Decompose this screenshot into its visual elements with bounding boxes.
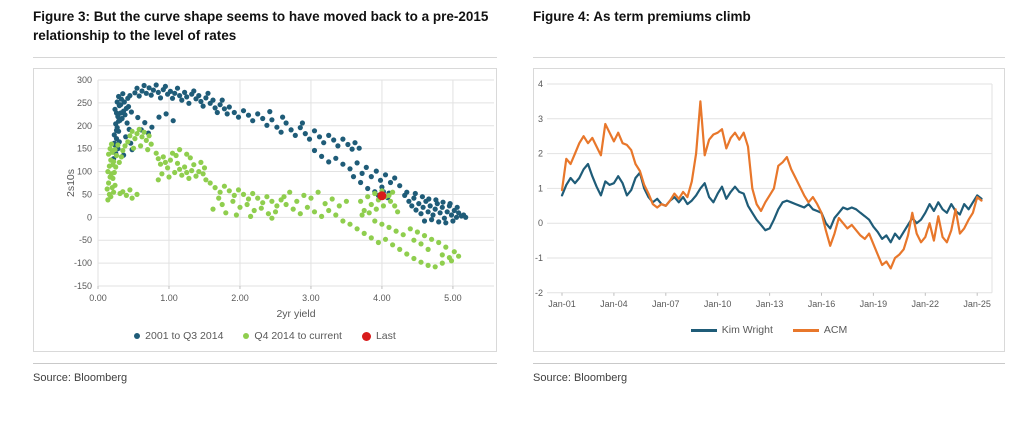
legend-label: Last: [375, 330, 396, 342]
line-series: [560, 100, 983, 270]
figure3-source-rule: [33, 363, 497, 364]
figure4-title: Figure 4: As term premiums climb: [533, 9, 751, 24]
legend-item: Last: [361, 330, 396, 342]
y-tick-label: 0: [87, 212, 92, 222]
figure4-legend: Kim Wright ACM: [534, 324, 1004, 336]
legend-marker: [690, 328, 717, 332]
x-tick-label: Jan-22: [912, 299, 940, 309]
y-axis-title: 2s10s: [65, 169, 77, 197]
y-tick-label: 250: [77, 98, 92, 108]
figure3-title-rule: [33, 57, 497, 58]
y-tick-label: 200: [77, 121, 92, 131]
legend-item: 2001 to Q3 2014: [134, 330, 223, 342]
x-tick-label: Jan-16: [808, 299, 836, 309]
legend-label: Kim Wright: [721, 324, 773, 336]
y-tick-label: 0: [538, 218, 543, 228]
y-tick-label: 4: [538, 79, 543, 89]
x-tick-label: Jan-07: [652, 299, 680, 309]
scatter-series: [110, 82, 469, 226]
figure4-source-rule: [533, 363, 1005, 364]
x-tick-label: 3.00: [302, 293, 320, 303]
y-tick-label: 150: [77, 144, 92, 154]
legend-marker: [134, 333, 141, 339]
y-tick-label: 300: [77, 75, 92, 85]
scatter-series: [104, 126, 462, 270]
y-tick-label: -1: [535, 253, 543, 263]
x-tick-label: Jan-13: [756, 299, 784, 309]
x-tick-label: 1.00: [160, 293, 178, 303]
y-tick-label: 1: [538, 183, 543, 193]
x-tick-label: Jan-10: [704, 299, 732, 309]
figure4-line-chart: 4 3 2 1 0 -1 -2 Jan-01 Jan-04 Jan-07 Jan-10 Jan-13 J…: [535, 79, 993, 309]
figure3-chart-frame: 300 250 200 150 100 50 0 -50 -100 -150 0.00 1.00 2.0…: [33, 68, 497, 352]
legend-item: Q4 2014 to current: [243, 330, 342, 342]
legend-label: Q4 2014 to current: [254, 330, 342, 342]
x-tick-label: Jan-04: [600, 299, 628, 309]
legend-item: ACM: [792, 324, 848, 336]
figure3-legend: 2001 to Q3 2014 Q4 2014 to current Last: [34, 330, 496, 342]
figure4-source: Source: Bloomberg: [533, 372, 628, 384]
y-tick-label: -50: [79, 235, 92, 245]
scatter-series: [377, 191, 387, 201]
figure3-source: Source: Bloomberg: [33, 372, 128, 384]
x-tick-label: Jan-25: [963, 299, 991, 309]
y-tick-label: 3: [538, 114, 543, 124]
x-axis-title: 2yr yield: [276, 308, 315, 320]
y-tick-label: 100: [77, 167, 92, 177]
legend-label: 2001 to Q3 2014: [145, 330, 224, 342]
line-series: [560, 162, 983, 244]
x-tick-label: Jan-01: [548, 299, 576, 309]
figure3-title: Figure 3: But the curve shape seems to h…: [33, 9, 489, 43]
figure3-scatter-chart: 300 250 200 150 100 50 0 -50 -100 -150 0.00 1.00 2.0…: [65, 75, 494, 320]
legend-marker: [243, 333, 250, 339]
x-tick-label: 4.00: [373, 293, 391, 303]
x-tick-label: 2.00: [231, 293, 249, 303]
x-tick-label: 5.00: [444, 293, 462, 303]
x-tick-label: 0.00: [89, 293, 107, 303]
y-tick-label: -100: [74, 258, 92, 268]
y-tick-label: 50: [82, 189, 92, 199]
legend-marker: [792, 328, 819, 332]
legend-marker: [361, 331, 371, 341]
figure4-title-rule: [533, 57, 1005, 58]
x-tick-label: Jan-19: [860, 299, 888, 309]
y-tick-label: 2: [538, 149, 543, 159]
figure4-chart-frame: 4 3 2 1 0 -1 -2 Jan-01 Jan-04 Jan-07 Jan-10 Jan-13 J…: [533, 68, 1005, 352]
y-tick-label: -2: [535, 288, 543, 298]
y-tick-label: -150: [74, 281, 92, 291]
legend-item: Kim Wright: [690, 324, 773, 336]
legend-label: ACM: [823, 324, 848, 336]
